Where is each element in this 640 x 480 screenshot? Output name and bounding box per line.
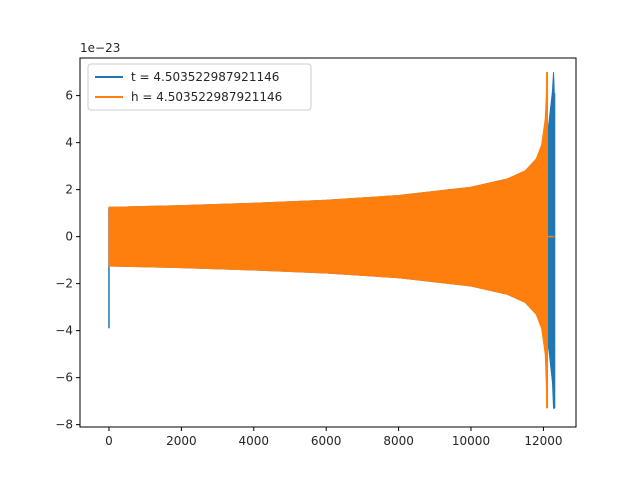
y-tick-label: 2 xyxy=(65,183,73,197)
legend: t = 4.503522987921146 h = 4.503522987921… xyxy=(87,63,312,111)
legend-box xyxy=(87,63,312,111)
series-h-envelope xyxy=(108,72,548,409)
x-tick-label: 2000 xyxy=(166,434,197,448)
legend-label-t: t = 4.503522987921146 xyxy=(131,70,279,84)
x-tick-label: 6000 xyxy=(311,434,342,448)
plot-area xyxy=(108,72,556,409)
y-tick-label: −8 xyxy=(55,418,73,432)
legend-label-h: h = 4.503522987921146 xyxy=(131,90,282,104)
x-axis: 0 2000 4000 6000 8000 10000 12000 xyxy=(105,427,563,448)
y-tick-label: −2 xyxy=(55,277,73,291)
y-tick-label: −6 xyxy=(55,371,73,385)
x-tick-label: 0 xyxy=(105,434,113,448)
y-tick-label: 0 xyxy=(65,230,73,244)
x-tick-label: 4000 xyxy=(239,434,270,448)
x-tick-label: 12000 xyxy=(524,434,562,448)
y-tick-label: −4 xyxy=(55,324,73,338)
y-offset-label: 1e−23 xyxy=(80,41,120,55)
axes-frame xyxy=(79,57,577,428)
x-tick-label: 8000 xyxy=(383,434,414,448)
y-tick-label: 6 xyxy=(65,89,73,103)
y-tick-label: 4 xyxy=(65,136,73,150)
y-axis: −8 −6 −4 −2 0 2 4 6 xyxy=(55,89,80,432)
x-tick-label: 10000 xyxy=(452,434,490,448)
